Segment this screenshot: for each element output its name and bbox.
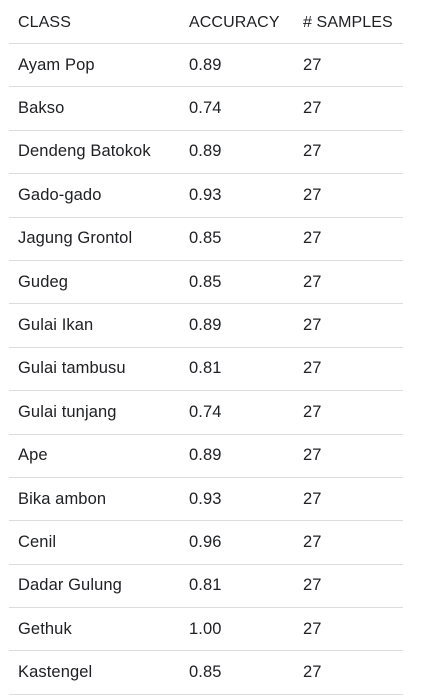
header-accuracy: ACCURACY bbox=[189, 13, 280, 31]
cell-samples: 27 bbox=[303, 229, 322, 248]
table-row: Jagung Grontol 0.85 27 bbox=[9, 217, 403, 260]
cell-samples: 27 bbox=[303, 532, 322, 551]
table-row: Dadar Gulung 0.81 27 bbox=[9, 564, 403, 607]
cell-accuracy: 0.89 bbox=[189, 142, 222, 161]
cell-samples: 27 bbox=[303, 359, 322, 378]
cell-accuracy: 0.96 bbox=[189, 532, 222, 551]
cell-samples: 27 bbox=[303, 316, 322, 335]
table-row: Gado-gado 0.93 27 bbox=[9, 173, 403, 217]
cell-accuracy: 0.89 bbox=[189, 446, 222, 465]
table-row: Ayam Pop 0.89 27 bbox=[9, 43, 403, 87]
cell-class: Dadar Gulung bbox=[18, 576, 122, 595]
cell-class: Kastengel bbox=[18, 663, 93, 682]
cell-accuracy: 0.74 bbox=[189, 99, 222, 118]
cell-accuracy: 0.85 bbox=[189, 272, 222, 291]
table-row: Bika ambon 0.93 27 bbox=[9, 477, 403, 520]
header-samples: # SAMPLES bbox=[303, 13, 393, 31]
cell-samples: 27 bbox=[303, 576, 322, 595]
cell-accuracy: 0.81 bbox=[189, 576, 222, 595]
cell-class: Gudeg bbox=[18, 272, 69, 291]
accuracy-table: CLASS ACCURACY # SAMPLES Ayam Pop 0.89 27 B… bbox=[9, 2, 403, 695]
cell-class: Dendeng Batokok bbox=[18, 142, 151, 161]
cell-samples: 27 bbox=[303, 489, 322, 508]
cell-accuracy: 0.74 bbox=[189, 402, 222, 421]
cell-class: Gado-gado bbox=[18, 185, 102, 204]
cell-samples: 27 bbox=[303, 619, 322, 638]
cell-accuracy: 1.00 bbox=[189, 619, 222, 638]
cell-samples: 27 bbox=[303, 402, 322, 421]
cell-class: Cenil bbox=[18, 532, 57, 551]
cell-class: Ape bbox=[18, 446, 48, 465]
cell-accuracy: 0.93 bbox=[189, 185, 222, 204]
cell-accuracy: 0.89 bbox=[189, 316, 222, 335]
table-header: CLASS ACCURACY # SAMPLES bbox=[9, 2, 403, 44]
cell-samples: 27 bbox=[303, 185, 322, 204]
table-row: Cenil 0.96 27 bbox=[9, 520, 403, 564]
cell-samples: 27 bbox=[303, 55, 322, 74]
table-row: Ape 0.89 27 bbox=[9, 434, 403, 477]
cell-accuracy: 0.85 bbox=[189, 663, 222, 682]
table-row: Gethuk 1.00 27 bbox=[9, 607, 403, 651]
table-row: Gulai tunjang 0.74 27 bbox=[9, 390, 403, 434]
table-body: Ayam Pop 0.89 27 Bakso 0.74 27 Dendeng Batokok… bbox=[9, 43, 403, 695]
cell-samples: 27 bbox=[303, 99, 322, 118]
table-row: Gulai tambusu 0.81 27 bbox=[9, 347, 403, 390]
header-row: CLASS ACCURACY # SAMPLES bbox=[9, 2, 403, 44]
cell-class: Ayam Pop bbox=[18, 55, 95, 74]
table-row: Gudeg 0.85 27 bbox=[9, 260, 403, 303]
table-row: Gulai Ikan 0.89 27 bbox=[9, 303, 403, 347]
cell-class: Gulai Ikan bbox=[18, 316, 94, 335]
cell-class: Bika ambon bbox=[18, 489, 107, 508]
cell-accuracy: 0.81 bbox=[189, 359, 222, 378]
cell-accuracy: 0.85 bbox=[189, 229, 222, 248]
cell-samples: 27 bbox=[303, 142, 322, 161]
cell-accuracy: 0.89 bbox=[189, 55, 222, 74]
cell-class: Gulai tambusu bbox=[18, 359, 126, 378]
cell-class: Bakso bbox=[18, 99, 65, 118]
table-row: Bakso 0.74 27 bbox=[9, 86, 403, 130]
cell-class: Gulai tunjang bbox=[18, 402, 117, 421]
header-class: CLASS bbox=[18, 13, 71, 31]
cell-accuracy: 0.93 bbox=[189, 489, 222, 508]
cell-class: Jagung Grontol bbox=[18, 229, 133, 248]
cell-samples: 27 bbox=[303, 272, 322, 291]
table-row: Kastengel 0.85 27 bbox=[9, 650, 403, 695]
table-row: Dendeng Batokok 0.89 27 bbox=[9, 130, 403, 173]
cell-samples: 27 bbox=[303, 663, 322, 682]
cell-samples: 27 bbox=[303, 446, 322, 465]
cell-class: Gethuk bbox=[18, 619, 72, 638]
